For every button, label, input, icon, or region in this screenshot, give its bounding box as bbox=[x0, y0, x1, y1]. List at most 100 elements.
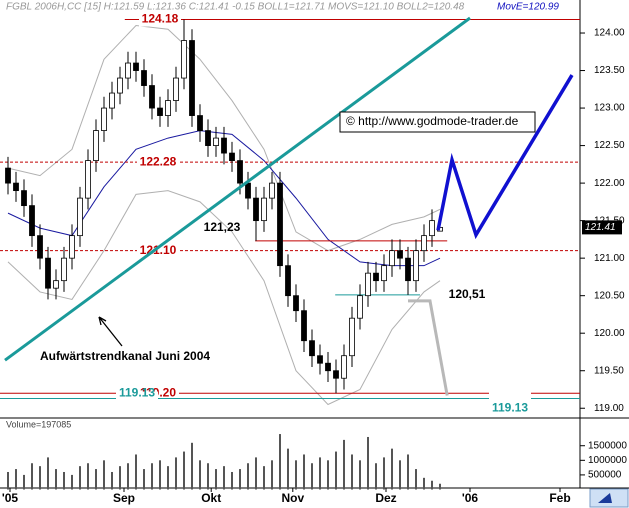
volume-bar bbox=[231, 471, 233, 490]
volume-bar bbox=[183, 451, 185, 490]
y-tick-label: 122.00 bbox=[594, 178, 625, 189]
volume-bar bbox=[391, 448, 393, 490]
y-tick-label: 120.50 bbox=[594, 290, 625, 301]
y-tick-label: 120.00 bbox=[594, 328, 625, 339]
candle-body bbox=[117, 77, 123, 94]
candle-body bbox=[317, 355, 323, 364]
volume-bar bbox=[287, 448, 289, 490]
candle-body bbox=[213, 137, 219, 146]
candle-body bbox=[429, 220, 435, 237]
candle-body bbox=[37, 235, 43, 259]
level-label: 121,23 bbox=[204, 220, 241, 234]
volume-bar bbox=[191, 442, 193, 490]
candle-body bbox=[69, 235, 75, 259]
volume-bar bbox=[23, 474, 25, 490]
volume-bar bbox=[431, 480, 433, 490]
candle-body bbox=[421, 235, 427, 252]
volume-bar bbox=[7, 471, 9, 490]
volume-bar bbox=[111, 471, 113, 490]
volume-bar bbox=[279, 434, 281, 490]
volume-bar bbox=[255, 457, 257, 490]
candle-body bbox=[357, 295, 363, 319]
volume-bar bbox=[119, 466, 121, 490]
y-tick-label: 119.50 bbox=[594, 365, 624, 376]
label-bg bbox=[489, 391, 531, 406]
label-bg bbox=[137, 155, 179, 170]
candle-body bbox=[277, 182, 283, 267]
candle-body bbox=[157, 107, 163, 116]
volume-bar bbox=[207, 463, 209, 490]
volume-bar bbox=[55, 469, 57, 490]
x-tick-label: '06 bbox=[462, 491, 479, 505]
y-tick-label: 123.00 bbox=[594, 103, 625, 114]
last-price-box bbox=[582, 220, 622, 235]
volume-bar bbox=[367, 436, 369, 490]
band-lower bbox=[7, 190, 441, 406]
candle-body bbox=[29, 205, 35, 237]
level-label: 121.10 bbox=[140, 243, 177, 257]
copyright: © http://www.godmode-trader.de bbox=[346, 114, 519, 128]
candle-body bbox=[221, 137, 227, 154]
volume-bar bbox=[335, 451, 337, 490]
candle-body bbox=[165, 100, 171, 116]
candle-body bbox=[349, 317, 355, 357]
x-tick-label: Dez bbox=[375, 491, 396, 505]
candle-body bbox=[405, 257, 411, 282]
candle-body bbox=[133, 62, 139, 71]
volume-bar bbox=[263, 466, 265, 490]
volume-bar bbox=[423, 477, 425, 490]
volume-bar bbox=[303, 454, 305, 490]
volume-bar bbox=[63, 471, 65, 490]
volume-bar bbox=[215, 469, 217, 490]
volume-bar bbox=[439, 483, 441, 490]
y-tick-label: 122.50 bbox=[594, 140, 625, 151]
candle-body bbox=[269, 182, 275, 199]
level-label: 120,51 bbox=[449, 287, 486, 301]
volume-tick-label: 1000000 bbox=[588, 455, 627, 466]
line-trend bbox=[4, 16, 471, 362]
candle-body bbox=[237, 160, 243, 184]
volume-bar bbox=[327, 460, 329, 490]
level-label: 119.13 bbox=[492, 401, 528, 415]
volume-bar bbox=[167, 466, 169, 490]
volume-label: Volume=197085 bbox=[6, 419, 71, 429]
y-tick-label: 123.50 bbox=[594, 65, 625, 76]
volume-bar bbox=[127, 463, 129, 490]
candle-body bbox=[109, 92, 115, 109]
volume-bar bbox=[239, 469, 241, 490]
label-bg bbox=[139, 12, 181, 27]
candle-body bbox=[125, 62, 131, 79]
header: FGBL 2006H,CC [15] H:121.59 L:121.36 C:1… bbox=[6, 2, 465, 13]
tool-icon-glyph bbox=[598, 493, 612, 503]
candle-body bbox=[189, 40, 195, 116]
candle-body bbox=[333, 370, 339, 379]
candle-body bbox=[381, 265, 387, 282]
candle-body bbox=[285, 265, 291, 297]
header-mov: MovE=120.99 bbox=[497, 2, 559, 13]
volume-bar bbox=[15, 469, 17, 490]
candle-body bbox=[365, 272, 371, 297]
volume-bar bbox=[143, 469, 145, 490]
volume-tick-label: 500000 bbox=[588, 470, 622, 481]
x-tick-label: Feb bbox=[549, 491, 570, 505]
candle-body bbox=[373, 272, 379, 282]
candle-body bbox=[53, 280, 59, 289]
volume-bar bbox=[247, 463, 249, 490]
candle-body bbox=[205, 130, 211, 146]
candle-body bbox=[13, 182, 19, 192]
x-tick-label: '05 bbox=[2, 491, 19, 505]
candle-body bbox=[197, 115, 203, 131]
candle-body bbox=[101, 107, 107, 131]
candle-body bbox=[45, 257, 51, 289]
volume-bar bbox=[39, 466, 41, 490]
volume-bar bbox=[383, 457, 385, 490]
y-tick-label: 124.00 bbox=[594, 28, 625, 39]
candle-body bbox=[293, 295, 299, 312]
volume-bar bbox=[399, 460, 401, 490]
last-price-label: 121.41 bbox=[585, 222, 616, 233]
level-label: 124.18 bbox=[142, 12, 179, 26]
band-upper bbox=[7, 24, 441, 252]
volume-tick-label: 1500000 bbox=[588, 440, 627, 451]
volume-bar bbox=[31, 463, 33, 490]
